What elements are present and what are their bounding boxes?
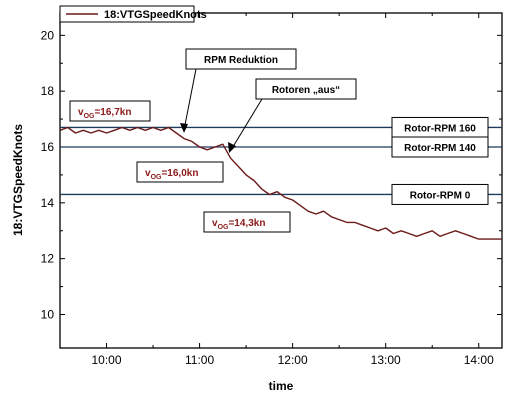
value-label-box-2 bbox=[136, 161, 224, 183]
reference-label: Rotor-RPM 0 bbox=[410, 190, 471, 201]
arrow-head-icon bbox=[180, 123, 188, 133]
reference-label-box bbox=[391, 136, 489, 158]
x-axis: 10:00 11:00 12:00 13:00 14:00 bbox=[59, 13, 494, 367]
x-tick-label: 14:00 bbox=[464, 353, 494, 367]
value-labels: vOG=16,7kn vOG=16,0kn vOG=14,3kn bbox=[69, 100, 291, 233]
legend-entry: 18:VTGSpeedKnots bbox=[104, 9, 207, 21]
annotation-box-rpm-reduktion bbox=[185, 48, 297, 70]
annotation-arrow-rpm-reduktion bbox=[183, 68, 197, 131]
y-tick-label: 12 bbox=[41, 252, 55, 266]
y-axis-title: 18:VTGSpeedKnots bbox=[11, 124, 25, 236]
y-tick-label: 18 bbox=[41, 84, 55, 98]
annotations: RPM Reduktion Rotoren „aus“ bbox=[180, 48, 357, 153]
annotation-rotoren-aus: Rotoren „aus“ bbox=[272, 85, 340, 96]
legend: 18:VTGSpeedKnots bbox=[59, 5, 207, 23]
x-axis-title: time bbox=[269, 379, 294, 393]
annotation-rpm-reduktion: RPM Reduktion bbox=[204, 55, 278, 66]
series-line bbox=[59, 126, 502, 240]
y-tick-label: 14 bbox=[41, 196, 55, 210]
reference-label: Rotor-RPM 140 bbox=[404, 143, 476, 154]
value-label-2: vOG=16,0kn bbox=[145, 168, 198, 181]
annotation-arrow-rotoren-aus bbox=[230, 98, 263, 151]
x-tick-label: 10:00 bbox=[92, 353, 122, 367]
y-tick-label: 10 bbox=[41, 308, 55, 322]
y-tick-label: 16 bbox=[41, 140, 55, 154]
reference-label-box bbox=[391, 183, 489, 205]
value-label-box-3 bbox=[203, 211, 291, 233]
reference-label: Rotor-RPM 160 bbox=[404, 123, 476, 134]
series-layer bbox=[59, 126, 502, 240]
x-tick-label: 12:00 bbox=[278, 353, 308, 367]
reference-lines: Rotor-RPM 160 Rotor-RPM 140 Rotor-RPM 0 bbox=[60, 116, 502, 205]
value-label-box-1 bbox=[69, 100, 151, 122]
arrow-head-icon bbox=[228, 142, 236, 153]
value-label-1: vOG=16,7kn bbox=[78, 107, 131, 120]
legend-box bbox=[59, 5, 195, 23]
y-tick-label: 20 bbox=[41, 28, 55, 42]
annotation-box-rotoren-aus bbox=[255, 78, 357, 100]
value-label-3: vOG=14,3kn bbox=[212, 218, 265, 231]
x-tick-label: 13:00 bbox=[371, 353, 401, 367]
x-tick-label: 11:00 bbox=[185, 353, 214, 367]
